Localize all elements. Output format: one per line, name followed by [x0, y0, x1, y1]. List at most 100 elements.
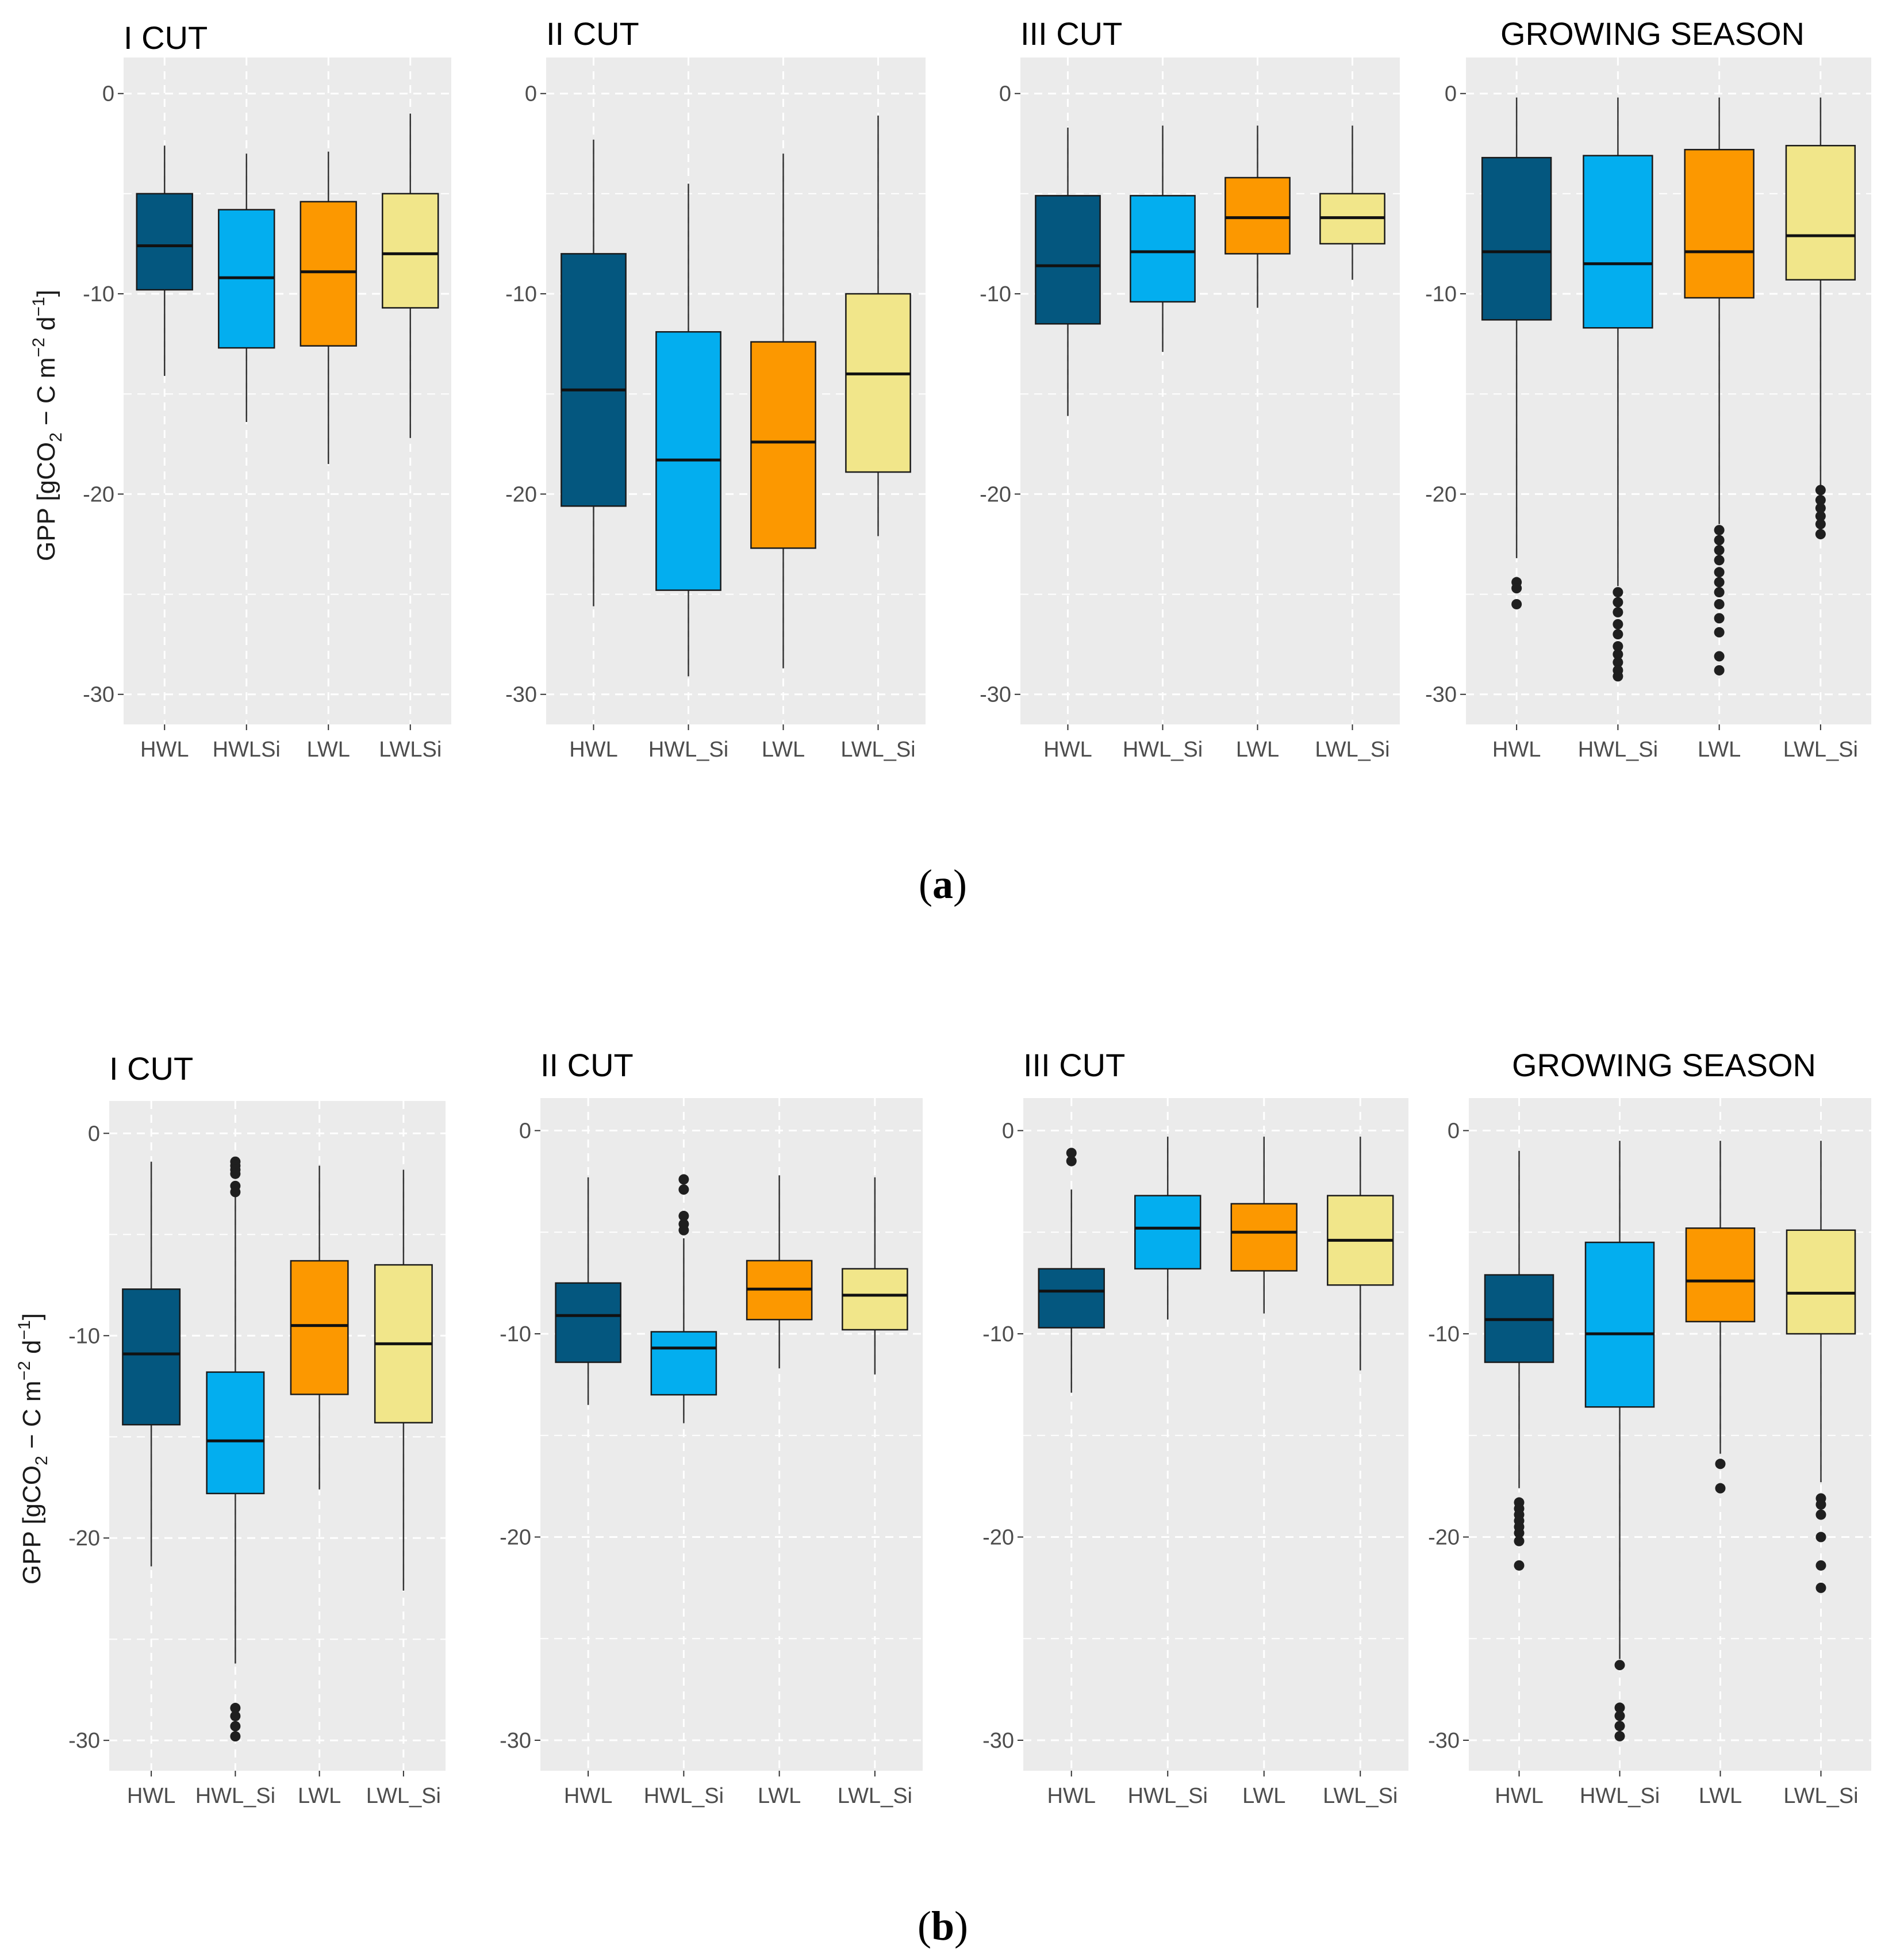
x-tick-label: HWL: [564, 1784, 612, 1808]
box-iqr: [1230, 1203, 1298, 1272]
box-iqr: [1481, 156, 1552, 321]
outlier-point: [1613, 587, 1623, 598]
box-iqr: [1785, 145, 1856, 281]
box-LWLSi: [382, 113, 439, 438]
box-HWL_Si: [206, 1156, 265, 1742]
y-tick-label: -10: [980, 282, 1011, 306]
box-HWL_Si: [1130, 125, 1196, 352]
box-LWL: [1684, 97, 1755, 676]
y-axis-label-row-a: GPP [gCO2 − C m−2 d−1]: [29, 290, 66, 561]
box-HWLSi: [218, 154, 275, 422]
x-tick-label: HWL: [140, 738, 189, 762]
outlier-point: [1815, 1499, 1826, 1510]
outlier-point: [1613, 629, 1623, 640]
outlier-point: [1714, 555, 1725, 566]
outlier-point: [1614, 1710, 1625, 1721]
panel-b-4: GROWING SEASON 0 -10 -20 -30 HWL HWL_Si LWL LWL_…: [1428, 1047, 1871, 1808]
x-tick-label: HWL_Si: [644, 1784, 724, 1808]
y-tick-label: -10: [83, 282, 114, 306]
outlier-point: [1815, 502, 1826, 513]
outlier-point: [1511, 598, 1522, 609]
outlier-point: [1815, 1582, 1826, 1593]
x-tick-label: HWL: [1043, 738, 1092, 762]
x-tick-label: LWL_Si: [1783, 1784, 1858, 1808]
outlier-point: [1514, 1528, 1525, 1538]
box-iqr: [136, 193, 193, 291]
x-tick-label: LWL: [758, 1784, 801, 1808]
caption-b: (b): [918, 1903, 968, 1949]
outlier-point: [230, 1187, 241, 1198]
outlier-point: [1066, 1156, 1077, 1166]
y-tick-label: -30: [1428, 1729, 1460, 1753]
box-iqr: [290, 1260, 349, 1395]
outlier-point: [230, 1710, 241, 1721]
outlier-point: [1714, 577, 1725, 588]
outlier-point: [230, 1731, 241, 1742]
box-HWL_Si: [1584, 1141, 1655, 1741]
outlier-point: [1511, 583, 1522, 594]
y-tick-label: -30: [980, 683, 1011, 707]
outlier-point: [230, 1702, 241, 1713]
box-iqr: [1130, 195, 1196, 303]
x-tick-label: LWL: [1236, 738, 1279, 762]
y-tick-label: -30: [982, 1729, 1014, 1753]
box-LWL_Si: [845, 116, 911, 536]
box-LWL_Si: [1327, 1137, 1394, 1371]
outlier-point: [1815, 494, 1826, 505]
outlier-point: [678, 1174, 689, 1185]
x-tick-label: HWL: [1492, 738, 1541, 762]
outlier-point: [1714, 535, 1725, 546]
panel-title: II CUT: [546, 16, 639, 52]
box-iqr: [1038, 1268, 1105, 1329]
box-iqr: [1035, 195, 1101, 325]
panel-title: II CUT: [540, 1047, 634, 1083]
outlier-point: [1815, 1532, 1826, 1542]
box-HWL_Si: [650, 1174, 717, 1423]
outlier-point: [1714, 665, 1725, 676]
box-iqr: [382, 193, 439, 309]
outlier-point: [1714, 598, 1725, 609]
panel-a-4: GROWING SEASON 0 -10 -20 -30 HWL HWL_Si LWL LWL_…: [1425, 16, 1871, 762]
x-tick-label: LWL: [1698, 738, 1741, 762]
outlier-point: [1714, 525, 1725, 536]
box-iqr: [206, 1371, 265, 1495]
panel-background: [124, 57, 451, 724]
box-LWL_Si: [1785, 97, 1856, 540]
panel-a-3: III CUT 0 -10 -20 -30 HWL HWL_Si LWL LWL_Si: [980, 16, 1400, 762]
y-tick-label: -20: [1425, 482, 1457, 506]
panel-a-2: II CUT 0 -10 -20 -30 HWL HWL_Si LWL LWL_Si: [505, 16, 926, 762]
x-tick-label: HWL: [1047, 1784, 1096, 1808]
outlier-point: [1613, 641, 1623, 652]
panel-background: [109, 1101, 446, 1771]
y-tick-label: -20: [68, 1526, 100, 1551]
outlier-point: [1614, 1721, 1625, 1732]
panel-title: III CUT: [1023, 1047, 1125, 1083]
x-tick-label: LWL: [307, 738, 350, 762]
x-tick-label: HWL_Si: [1578, 738, 1658, 762]
box-HWL: [136, 145, 193, 376]
y-tick-label: -30: [505, 683, 537, 707]
outlier-point: [1613, 657, 1623, 668]
box-LWL: [1230, 1137, 1298, 1314]
panels-container: I CUT 0 -10 -20 -30 HWL HWLSi LWL LWLSi II CUT 0 -1…: [68, 16, 1871, 1808]
box-LWL: [1224, 125, 1291, 308]
outlier-point: [1715, 1459, 1726, 1469]
y-tick-label: -10: [1428, 1322, 1460, 1346]
x-tick-label: LWL_Si: [1315, 738, 1389, 762]
panel-b-3: III CUT 0 -10 -20 -30 HWL HWL_Si LWL LWL_Si: [982, 1047, 1408, 1808]
panel-background: [1020, 57, 1400, 724]
box-LWL_Si: [1319, 125, 1385, 280]
x-tick-label: HWL: [569, 738, 617, 762]
outlier-point: [678, 1184, 689, 1195]
box-iqr: [1786, 1229, 1856, 1335]
x-tick-label: LWLSi: [379, 738, 442, 762]
y-tick-label: -10: [505, 282, 537, 306]
box-LWL: [300, 151, 357, 465]
x-tick-label: LWL: [762, 738, 805, 762]
y-axis-label-row-b: GPP [gCO2 − C m−2 d−1]: [15, 1313, 51, 1584]
outlier-point: [1714, 651, 1725, 662]
x-tick-label: LWL: [1242, 1784, 1285, 1808]
y-tick-label: 0: [88, 1122, 100, 1146]
outlier-point: [1714, 613, 1725, 624]
box-LWL: [1685, 1141, 1756, 1494]
